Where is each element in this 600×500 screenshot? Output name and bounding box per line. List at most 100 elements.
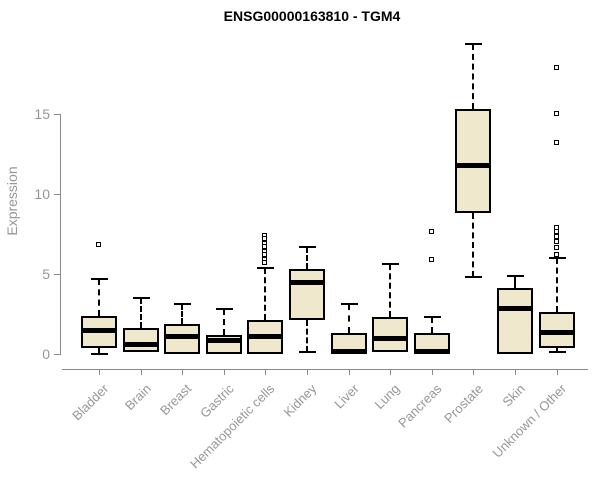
x-tick-label: Brain [121,381,154,414]
median-line [164,334,200,340]
x-axis-tick [182,369,183,375]
lower-whisker [472,213,474,278]
lower-whisker-cap [548,351,566,354]
x-axis-tick [390,369,391,375]
box-lung [372,317,408,353]
upper-whisker [348,304,350,334]
upper-whisker-cap [548,257,566,259]
y-tick-label: 10 [34,186,50,202]
upper-whisker-cap [298,245,316,248]
outlier-point [554,64,559,70]
y-tick-label: 15 [34,106,50,122]
x-tick-label: Bladder [69,381,112,424]
outlier-point [262,251,267,257]
upper-whisker [556,258,558,313]
outlier-point [554,245,559,251]
outlier-point [554,251,559,257]
y-axis-tick [54,194,60,195]
median-line [539,329,575,335]
median-line [247,334,283,340]
upper-whisker [306,246,308,270]
lower-whisker-cap [464,276,482,279]
upper-whisker-cap [340,303,358,306]
outlier-point [429,256,434,262]
outlier-point [554,229,559,235]
median-line [289,280,325,285]
upper-whisker [264,267,266,321]
upper-whisker-cap [256,266,274,269]
box-prostate [455,109,491,214]
outlier-point [554,139,559,145]
chart-title: ENSG00000163810 - TGM4 [223,8,401,24]
median-line [455,163,491,169]
median-line [497,305,533,311]
upper-whisker-cap [381,263,399,266]
outlier-point [554,111,559,116]
upper-whisker [431,317,433,334]
y-axis-line [60,114,61,355]
box-skin [497,288,533,354]
outlier-point [262,235,267,241]
upper-whisker [514,275,516,289]
outlier-point [262,259,267,265]
x-axis-tick [515,369,516,375]
x-axis-tick [432,369,433,375]
outlier-point [554,224,559,230]
upper-whisker-cap [90,277,108,280]
x-tick-label: Prostate [440,381,486,426]
median-line [372,336,408,341]
x-tick-label: Lung [371,381,403,413]
x-tick-label: Kidney [280,381,320,420]
outlier-point [554,234,559,240]
upper-whisker [223,309,225,335]
lower-whisker-cap [298,351,316,354]
x-tick-label: Unknown / Other [490,381,570,461]
y-tick-label: 5 [42,266,50,282]
upper-whisker [98,278,100,316]
median-line [331,348,367,354]
lower-whisker [98,347,100,354]
upper-whisker-cap [215,308,233,311]
outlier-point [554,239,559,244]
y-axis-tick [54,114,60,115]
y-axis-tick [54,274,60,275]
median-line [123,342,159,348]
y-axis-tick [54,354,60,355]
x-axis-tick [141,369,142,375]
x-tick-label: Skin [499,381,528,410]
upper-whisker [389,264,391,318]
box-kidney [289,269,325,321]
x-tick-label: Breast [157,381,195,419]
x-axis-line [62,369,588,370]
y-tick-label: 0 [42,346,50,362]
lower-whisker [306,320,308,353]
box-brain [123,328,159,353]
outlier-point [262,243,267,249]
lower-whisker [556,347,558,353]
outlier-point [96,242,101,248]
x-axis-tick [265,369,266,375]
x-axis-tick [557,369,558,375]
x-axis-tick [99,369,100,375]
upper-whisker-cap [506,274,524,277]
upper-whisker [181,304,183,324]
upper-whisker [140,298,142,329]
upper-whisker-cap [132,297,150,299]
x-tick-label: Pancreas [395,381,445,431]
upper-whisker-cap [464,42,482,45]
x-tick-label: Liver [331,381,362,412]
outlier-point [429,229,434,235]
x-axis-tick [307,369,308,375]
upper-whisker [472,43,474,110]
upper-whisker-cap [173,303,191,306]
lower-whisker-cap [90,353,108,355]
median-line [414,348,450,354]
x-tick-label: Gastric [196,381,237,421]
x-axis-tick [349,369,350,375]
x-axis-tick [473,369,474,375]
median-line [81,328,117,333]
x-axis-tick [224,369,225,375]
upper-whisker-cap [423,316,441,319]
median-line [206,337,242,343]
